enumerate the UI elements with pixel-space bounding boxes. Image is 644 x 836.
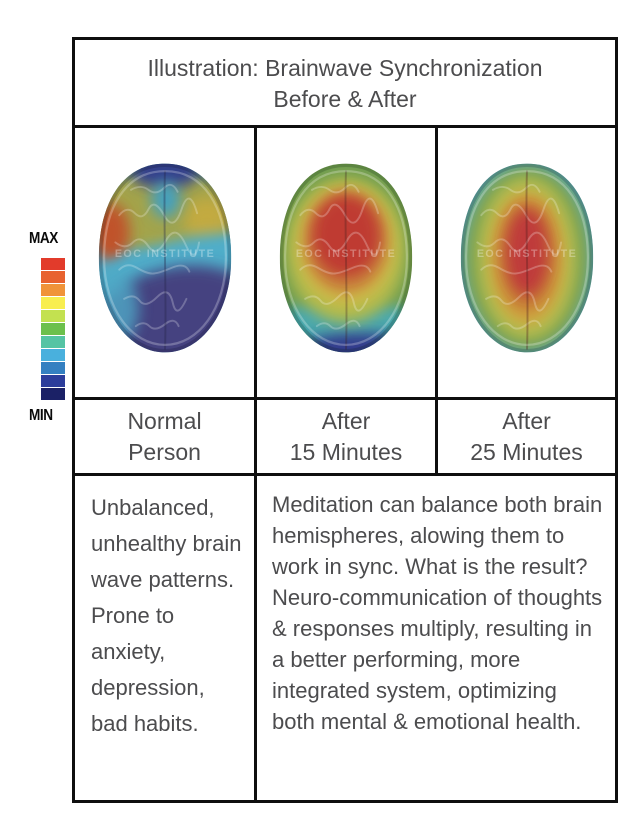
- label-line2: 15 Minutes: [289, 439, 403, 465]
- brain-cell-after-25: EOC INSTITUTE: [438, 128, 615, 400]
- colorbar-swatch-6: [41, 336, 65, 348]
- description-normal-person: Unbalanced, unhealthy brain wave pattern…: [75, 476, 257, 800]
- illustration-table: Illustration: Brainwave Synchronization …: [72, 37, 618, 803]
- description-meditation: Meditation can balance both brain hemisp…: [272, 492, 603, 734]
- colorbar-swatch-10: [41, 388, 65, 400]
- colorbar-swatch-0: [41, 258, 65, 270]
- label-line1: After: [502, 408, 551, 434]
- label-line2: Person: [128, 439, 201, 465]
- table-title: Illustration: Brainwave Synchronization …: [75, 40, 615, 128]
- label-line2: 25 Minutes: [470, 439, 583, 465]
- brain-cell-normal: EOC INSTITUTE: [75, 128, 257, 400]
- title-line1: Illustration: Brainwave Synchronization: [147, 55, 543, 81]
- colorbar-swatch-4: [41, 310, 65, 322]
- brain-heatmap-after-25-minutes: EOC INSTITUTE: [460, 163, 593, 353]
- colorbar-min-label: MIN: [29, 407, 53, 424]
- label-line1: Normal: [127, 408, 202, 434]
- brain-heatmap-after-15-minutes: EOC INSTITUTE: [279, 163, 413, 353]
- colorbar-swatch-2: [41, 284, 65, 296]
- colorbar-swatch-8: [41, 362, 65, 374]
- colorbar-swatch-1: [41, 271, 65, 283]
- brain-heatmap-normal-person: EOC INSTITUTE: [98, 163, 231, 353]
- column-label-after-25-minutes: After 25 Minutes: [438, 400, 615, 476]
- brain-cell-after-15: EOC INSTITUTE: [257, 128, 438, 400]
- colorbar-swatch-7: [41, 349, 65, 361]
- title-line2: Before & After: [273, 86, 417, 112]
- colorbar: [41, 258, 65, 400]
- colorbar-swatch-5: [41, 323, 65, 335]
- label-line1: After: [321, 408, 371, 434]
- colorbar-max-label: MAX: [29, 230, 58, 247]
- column-label-normal-person: Normal Person: [75, 400, 257, 476]
- watermark-text: EOC INSTITUTE: [476, 248, 576, 260]
- watermark-text: EOC INSTITUTE: [296, 248, 396, 260]
- colorbar-swatch-3: [41, 297, 65, 309]
- colorbar-swatch-9: [41, 375, 65, 387]
- watermark-text: EOC INSTITUTE: [114, 248, 214, 260]
- column-label-after-15-minutes: After 15 Minutes: [257, 400, 438, 476]
